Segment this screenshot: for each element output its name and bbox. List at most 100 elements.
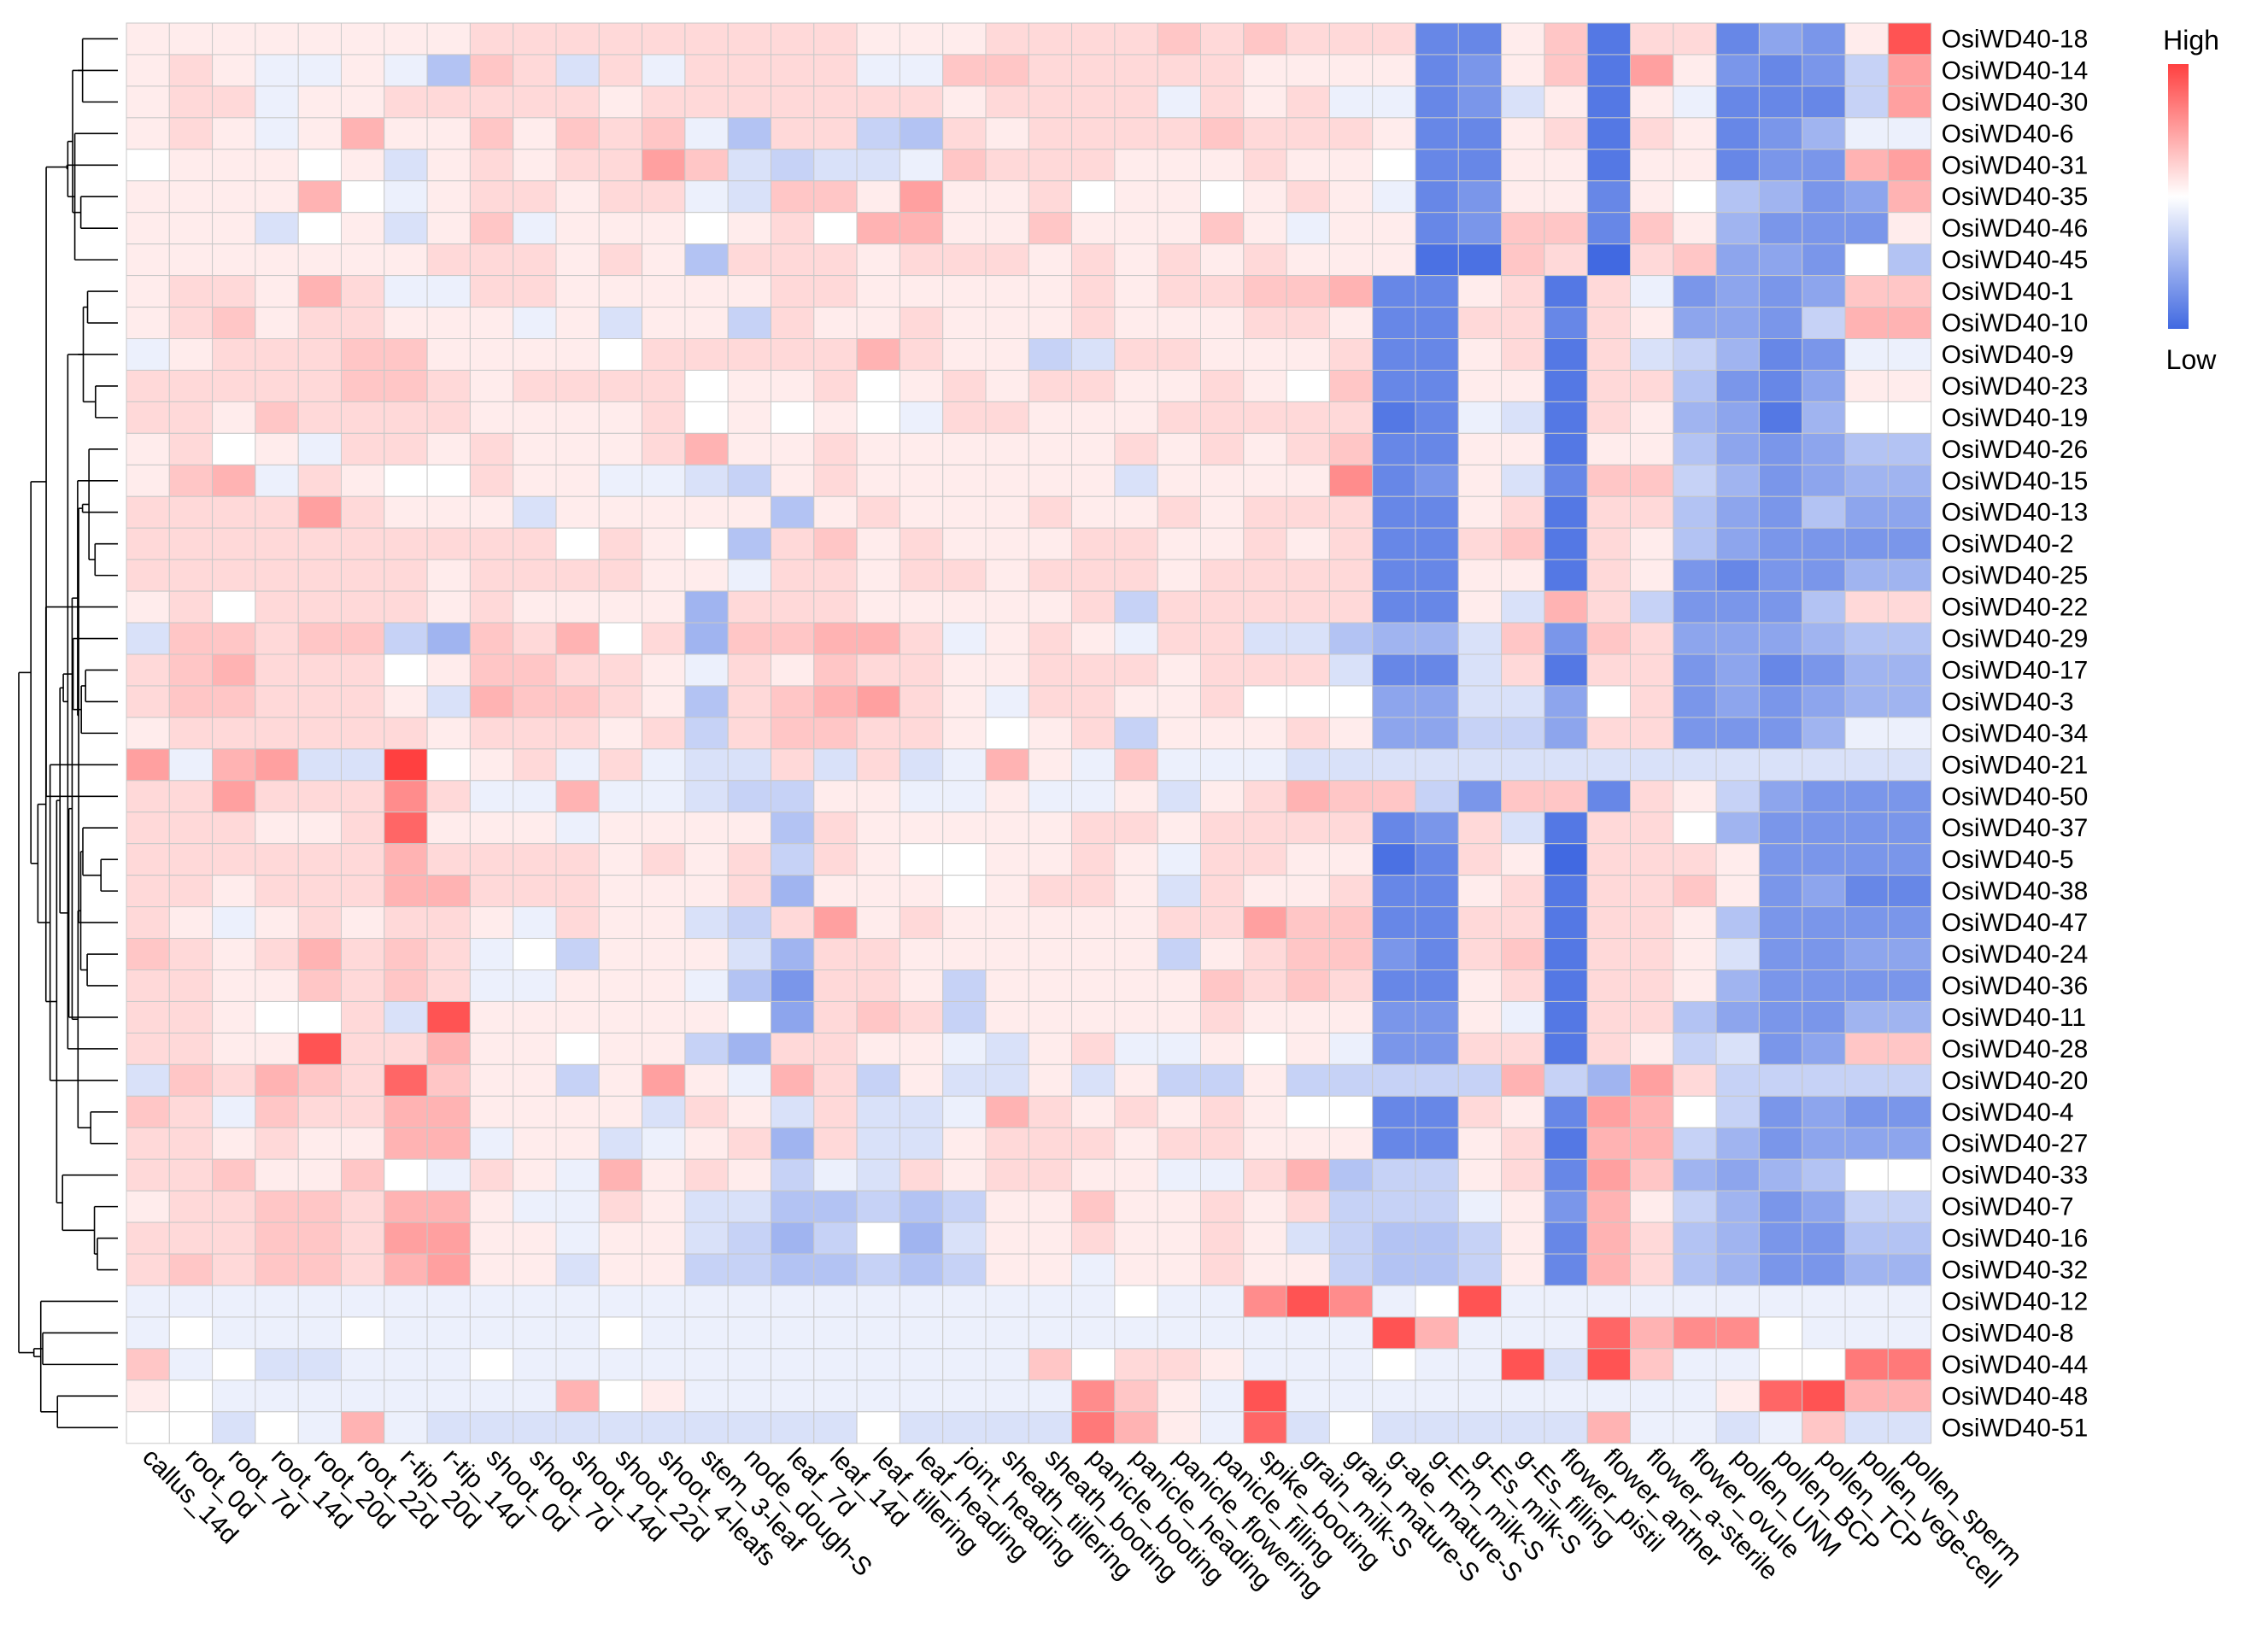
heatmap-cell [1844,1190,1889,1223]
heatmap-cell [1028,1411,1073,1444]
heatmap-cell [684,527,729,560]
heatmap-cell [942,748,987,782]
heatmap-cell [1071,307,1116,339]
heatmap-cell [1673,1316,1717,1350]
heatmap-cell [1028,1000,1073,1034]
heatmap-cell [426,338,471,371]
heatmap-cell [1028,590,1073,624]
heatmap-cell [727,149,772,182]
heatmap-cell [126,369,170,402]
heatmap-cell [1071,875,1116,908]
heatmap-cell [555,653,600,687]
heatmap-cell [1200,369,1245,402]
heatmap-cell [1114,748,1158,782]
heatmap-cell [1286,969,1330,1002]
heatmap-cell [1457,685,1503,718]
heatmap-cell [126,1253,170,1286]
heatmap-cell [1286,685,1330,718]
heatmap-cell [255,843,299,876]
heatmap-cell [985,811,1029,845]
heatmap-cell [126,1095,170,1128]
heatmap-cell [1501,1253,1545,1286]
heatmap-cell [899,748,944,782]
heatmap-cell [1415,1285,1459,1318]
heatmap-cell [1372,212,1416,245]
heatmap-cell [1802,938,1846,971]
heatmap-cell [1243,590,1287,624]
heatmap-cell [513,811,557,845]
heatmap-cell [341,401,385,434]
heatmap-cell [1715,906,1760,940]
heatmap-cell [985,685,1029,718]
heatmap-cell [1630,180,1674,214]
heatmap-cell [1457,875,1503,908]
heatmap-cell [513,117,557,150]
heatmap-cell [341,906,385,940]
heatmap-cell [297,464,343,497]
heatmap-cell [126,653,170,687]
heatmap-cell [255,1127,299,1160]
heatmap-cell [1415,811,1459,845]
heatmap-cell [856,369,900,402]
heatmap-cell [856,1095,900,1128]
heatmap-cell [255,22,299,56]
heatmap-cell [1802,1285,1846,1318]
heatmap-cell [1802,1348,1846,1381]
heatmap-cell [1802,432,1846,466]
heatmap-cell [341,212,385,245]
heatmap-cell [341,243,385,277]
heatmap-cell [1372,495,1416,529]
heatmap-cell [598,875,643,908]
heatmap-cell [1544,590,1588,624]
heatmap-cell [1071,54,1116,87]
heatmap-cell [771,811,815,845]
heatmap-cell [1243,843,1287,876]
heatmap-cell [212,1316,256,1350]
heatmap-cell [212,938,256,971]
heatmap-cell [341,1285,385,1318]
heatmap-cell [1715,717,1760,750]
heatmap-cell [1673,464,1717,497]
heatmap-cell [1071,1316,1116,1350]
heatmap-cell [1286,149,1330,182]
heatmap-cell [297,307,343,339]
heatmap-cell [1887,938,1932,971]
heatmap-cell [727,1095,772,1128]
heatmap-cell [642,180,686,214]
heatmap-cell [126,1379,170,1413]
heatmap-cell [642,938,686,971]
heatmap-cell [469,117,514,150]
heatmap-cell [1071,527,1116,560]
heatmap-cell [1415,180,1459,214]
heatmap-cell [1372,1253,1416,1286]
heatmap-cell [1457,1348,1503,1381]
heatmap-cell [1501,432,1545,466]
heatmap-cell [1715,527,1760,560]
heatmap-cell [513,685,557,718]
row-label: OsiWD40-18 [1942,25,2089,53]
heatmap-cell [1415,1379,1459,1413]
heatmap-cell [1630,653,1674,687]
heatmap-cell [555,275,600,308]
heatmap-cell [899,369,944,402]
heatmap-cell [1286,622,1330,655]
heatmap-cell [126,906,170,940]
row-label: OsiWD40-27 [1942,1130,2089,1158]
heatmap-cell [813,717,858,750]
heatmap-cell [1715,243,1760,277]
heatmap-cell [1544,1379,1588,1413]
heatmap-cell [297,1348,343,1381]
heatmap-cell [469,1348,514,1381]
heatmap-cell [1243,875,1287,908]
heatmap-cell [813,1253,858,1286]
heatmap-cell [1844,906,1889,940]
heatmap-cell [1157,1000,1201,1034]
heatmap-cell [1372,969,1416,1002]
heatmap-cell [1415,338,1459,371]
heatmap-cell [727,1285,772,1318]
heatmap-cell [384,685,428,718]
heatmap-cell [899,875,944,908]
heatmap-cell [813,1063,858,1097]
heatmap-cell [1630,1253,1674,1286]
heatmap-cell [1157,622,1201,655]
